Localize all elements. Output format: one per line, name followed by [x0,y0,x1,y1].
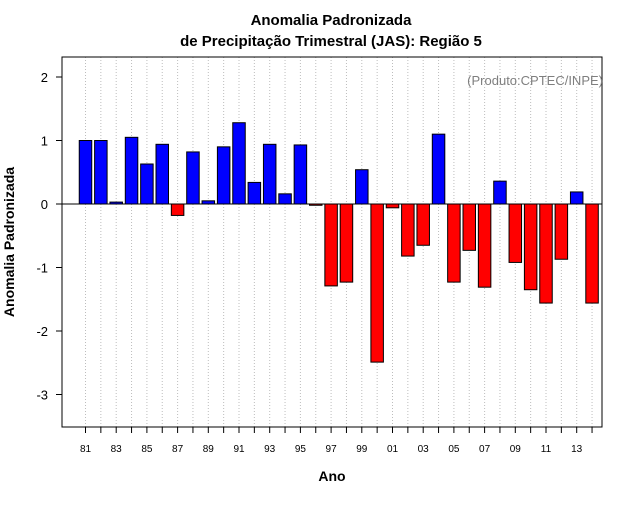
bar [262,143,277,205]
bar [140,163,154,205]
bar [232,122,246,205]
y-tick-label: 2 [41,70,48,85]
bar [385,203,400,209]
bar [293,144,308,205]
bar [124,136,139,205]
bars [78,122,599,363]
bar [78,140,93,205]
chart-title-line2: de Precipitação Trimestral (JAS): Região… [180,33,482,50]
x-tick-label: 91 [233,444,245,455]
x-tick-label: 95 [295,444,307,455]
x-tick-label: 93 [264,444,276,455]
x-tick-label: 85 [141,444,153,455]
plot-frame [61,56,603,428]
x-tick-label: 87 [172,444,184,455]
x-tick-label: 05 [448,444,460,455]
bar [170,203,185,216]
bar [523,203,538,291]
bar [539,203,553,304]
x-tick-label: 03 [418,444,430,455]
bar [186,151,200,205]
bar [508,203,523,263]
x-axis-label: Ano [318,468,345,484]
x-tick-label: 97 [326,444,338,455]
bar [477,203,492,288]
bar [355,169,369,205]
x-tick-label: 89 [203,444,215,455]
x-tick-label: 07 [479,444,491,455]
bar [585,203,599,304]
x-tick-label: 99 [356,444,368,455]
y-axis-label: Anomalia Padronizada [1,167,17,317]
product-annotation: (Produto:CPTEC/INPE) [467,73,603,88]
y-tick-label: -3 [36,388,48,403]
x-axis: 81 83 85 87 89 91 93 95 97 99 01 03 05 07 09 11 13 [80,427,593,455]
bar [247,181,262,205]
y-tick-label: -1 [36,261,48,276]
bar [278,193,292,205]
x-tick-label: 83 [111,444,123,455]
chart-title-line1: Anomalia Padronizada [251,12,413,29]
bar [493,180,507,205]
x-tick-label: 01 [387,444,399,455]
bar [462,203,476,251]
x-tick-label: 13 [571,444,583,455]
bar [339,203,354,283]
bar [431,133,446,205]
x-tick-label: 11 [541,444,552,455]
y-tick-label: 1 [41,134,48,149]
bar [155,143,169,205]
bar [216,146,231,205]
x-tick-label: 09 [510,444,522,455]
bar [569,191,584,205]
x-tick-label: 81 [80,444,92,455]
bar [554,203,569,260]
bar [94,140,108,205]
bar [401,203,415,257]
bar [447,203,461,283]
y-tick-label: 0 [41,197,48,212]
y-tick-label: -2 [36,324,48,339]
bar [416,203,430,246]
bar [324,203,338,287]
y-axis: -3 -2 -1 0 1 2 [36,70,62,403]
bar [370,203,384,363]
